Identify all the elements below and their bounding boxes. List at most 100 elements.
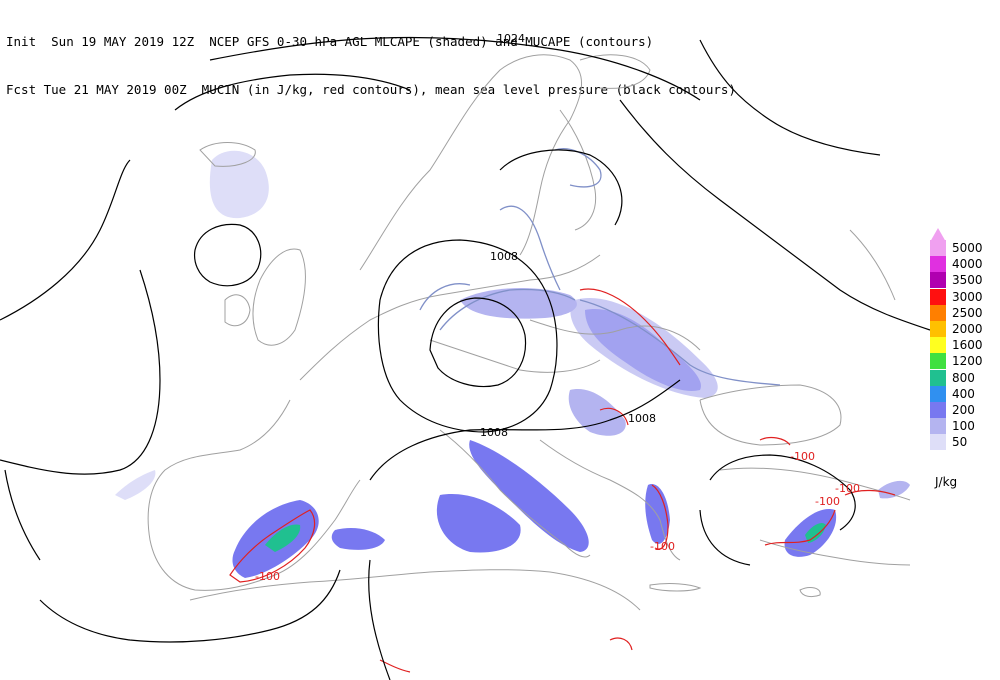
coastline-cyprus [799, 587, 821, 598]
legend-swatch [930, 321, 946, 337]
legend-units: J/kg [935, 475, 958, 489]
legend-swatch [930, 304, 946, 321]
isobar-africa-low [39, 569, 341, 643]
isobar-sahara [368, 559, 391, 680]
coastline-ireland [224, 294, 251, 327]
mucin-label-spain: -100 [255, 570, 280, 583]
isobar-low-ring-outer [377, 239, 558, 433]
legend-label: 800 [952, 370, 975, 385]
cape-area-poland [460, 288, 577, 319]
legend-swatch [930, 337, 946, 354]
coastline-finland [559, 109, 597, 231]
mucape-contour-5 [419, 283, 471, 311]
coastline-continent [299, 254, 601, 381]
legend-swatch [930, 385, 946, 402]
coastline-france-spain [147, 399, 361, 591]
coastline-kola [579, 54, 651, 89]
map-header: Init Sun 19 MAY 2019 12Z NCEP GFS 0-30 h… [6, 2, 736, 114]
isobar-label-1008-north: 1008 [490, 250, 518, 263]
isobar-1008-south [369, 379, 681, 481]
mucin-contours [229, 288, 896, 673]
cape-area-spain-core [265, 524, 301, 552]
color-legend: 5000 4000 3500 3000 2500 2000 1600 1200 800 400 20… [930, 228, 1000, 458]
header-fcst-line: Fcst Tue 21 MAY 2019 00Z MUCIN (in J/kg,… [6, 82, 736, 97]
isobar-north-high [174, 73, 411, 111]
legend-swatch [930, 353, 946, 370]
legend-label: 400 [952, 386, 975, 401]
legend-row: 50 [930, 434, 1000, 451]
mucin-label-anatolia: -100 [790, 450, 815, 463]
border-east-europe [529, 319, 701, 351]
legend-label: 2000 [952, 322, 983, 336]
mucin-contour-ukraine [579, 288, 681, 366]
isobars [0, 36, 931, 680]
mucin-contour-east [844, 489, 896, 496]
mucin-labels: -100 -100 -100 -100 -100 [255, 450, 860, 583]
mucape-contour-4 [554, 148, 602, 188]
legend-swatch [930, 369, 946, 386]
border-central [429, 339, 601, 373]
legend-row: 2500 [930, 304, 1000, 321]
cape-area-balkans [568, 389, 626, 436]
isobar-label-1008-east: 1008 [628, 412, 656, 425]
legend-swatch [930, 240, 946, 256]
cape-area-north-atlantic [209, 150, 269, 219]
coastline-black-sea [699, 384, 842, 446]
coastline-turkey-south [759, 539, 911, 566]
legend-overflow-arrow [930, 228, 946, 242]
legend-label: 3500 [952, 273, 983, 288]
isobar-label-1008-south: 1008 [480, 426, 508, 439]
cape-area-east [878, 480, 910, 499]
isobar-finland-loop [499, 149, 623, 226]
coastline-africa [189, 569, 641, 611]
legend-swatch [930, 402, 946, 418]
mucape-contour-1 [439, 288, 576, 331]
mucin-contour-greece [651, 484, 669, 550]
legend-row: 2000 [930, 321, 1000, 337]
isobar-west-2 [0, 269, 161, 475]
isobar-label-1024: 1024 [497, 32, 525, 45]
cape-area-turkey-core [805, 523, 826, 543]
mucin-contour-africa [379, 659, 411, 673]
coastline-caspian-area [849, 229, 896, 301]
mucape-contour-3 [579, 299, 781, 386]
mucin-contour-anatolia [759, 436, 791, 446]
legend-label: 1200 [952, 354, 983, 369]
legend-row: 100 [930, 418, 1000, 435]
legend-label: 2500 [952, 305, 983, 320]
cape-area-italy [469, 440, 589, 552]
coastline-crete [649, 583, 702, 592]
legend-label: 50 [952, 435, 968, 450]
mucape-contour-2 [499, 205, 561, 291]
header-init-line: Init Sun 19 MAY 2019 12Z NCEP GFS 0-30 h… [6, 34, 654, 49]
isobar-east-upper [699, 39, 881, 156]
mucin-contour-turkey [764, 509, 836, 546]
legend-label: 3000 [952, 289, 983, 304]
mucape-contours [419, 148, 781, 386]
coastline-scandinavia [359, 54, 583, 271]
isobar-low-atlantic [193, 223, 262, 287]
isobar-low-ring-inner [429, 297, 527, 388]
legend-row: 3500 [930, 272, 1000, 289]
coastline-italy [439, 429, 591, 558]
legend-swatch [930, 256, 946, 273]
legend-label: 5000 [952, 241, 983, 255]
legend-label: 200 [952, 403, 975, 417]
legend-label: 4000 [952, 257, 983, 272]
isobar-1024 [209, 36, 701, 101]
legend-row: 1600 [930, 337, 1000, 354]
legend-swatch [930, 418, 946, 435]
legend-row: 400 [930, 385, 1000, 402]
cape-area-iberia-west [115, 470, 156, 500]
isobar-east-med [699, 509, 751, 566]
mlcape-shading [115, 150, 910, 578]
cape-area-tyrrhenian [436, 494, 521, 553]
isobar-east-ridge [619, 99, 931, 331]
coastline-britain [252, 248, 306, 346]
isobar-turkey-low [709, 454, 856, 531]
isobar-labels: 1024 1008 1008 1008 [480, 32, 656, 439]
cape-area-greece [645, 484, 670, 544]
legend-row: 4000 [930, 256, 1000, 273]
legend-row: 200 [930, 402, 1000, 418]
